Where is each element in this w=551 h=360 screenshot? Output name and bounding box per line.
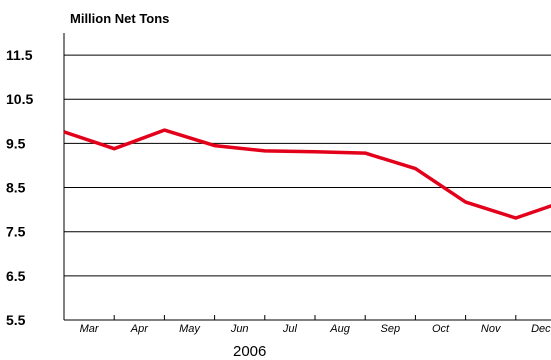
x-tick-label: Jun — [230, 323, 249, 335]
x-axis-label: 2006 — [233, 343, 266, 360]
y-tick-label: 11.5 — [6, 47, 33, 63]
x-tick-label: Aug — [329, 323, 350, 335]
gridlines — [64, 54, 551, 321]
y-tick-label: 7.5 — [6, 224, 26, 240]
x-tick-label: Sep — [381, 323, 401, 335]
x-tick-label: Jul — [282, 323, 298, 335]
y-tick-label: 10.5 — [6, 91, 33, 107]
x-tick-label: Oct — [432, 323, 450, 335]
x-tick-label: May — [179, 323, 201, 335]
x-tick-label: Apr — [130, 323, 149, 335]
y-tick-label: 6.5 — [6, 268, 26, 284]
y-tick-label: 9.5 — [6, 135, 26, 151]
x-tick-label: Nov — [481, 323, 502, 335]
axes — [63, 33, 551, 321]
x-tick-label: Dec — [531, 323, 551, 335]
series-line — [63, 128, 551, 220]
series-group — [63, 128, 551, 220]
y-axis-label: Million Net Tons — [70, 11, 169, 26]
y-tick-label: 8.5 — [6, 180, 26, 196]
y-tick-labels: 11.5 10.5 9.5 8.5 7.5 6.5 5.5 — [6, 47, 33, 328]
x-tick-label: Mar — [80, 323, 100, 335]
x-tick-labels: Mar Apr May Jun Jul Aug Sep Oct Nov Dec — [80, 315, 551, 335]
y-tick-label: 5.5 — [6, 312, 26, 328]
